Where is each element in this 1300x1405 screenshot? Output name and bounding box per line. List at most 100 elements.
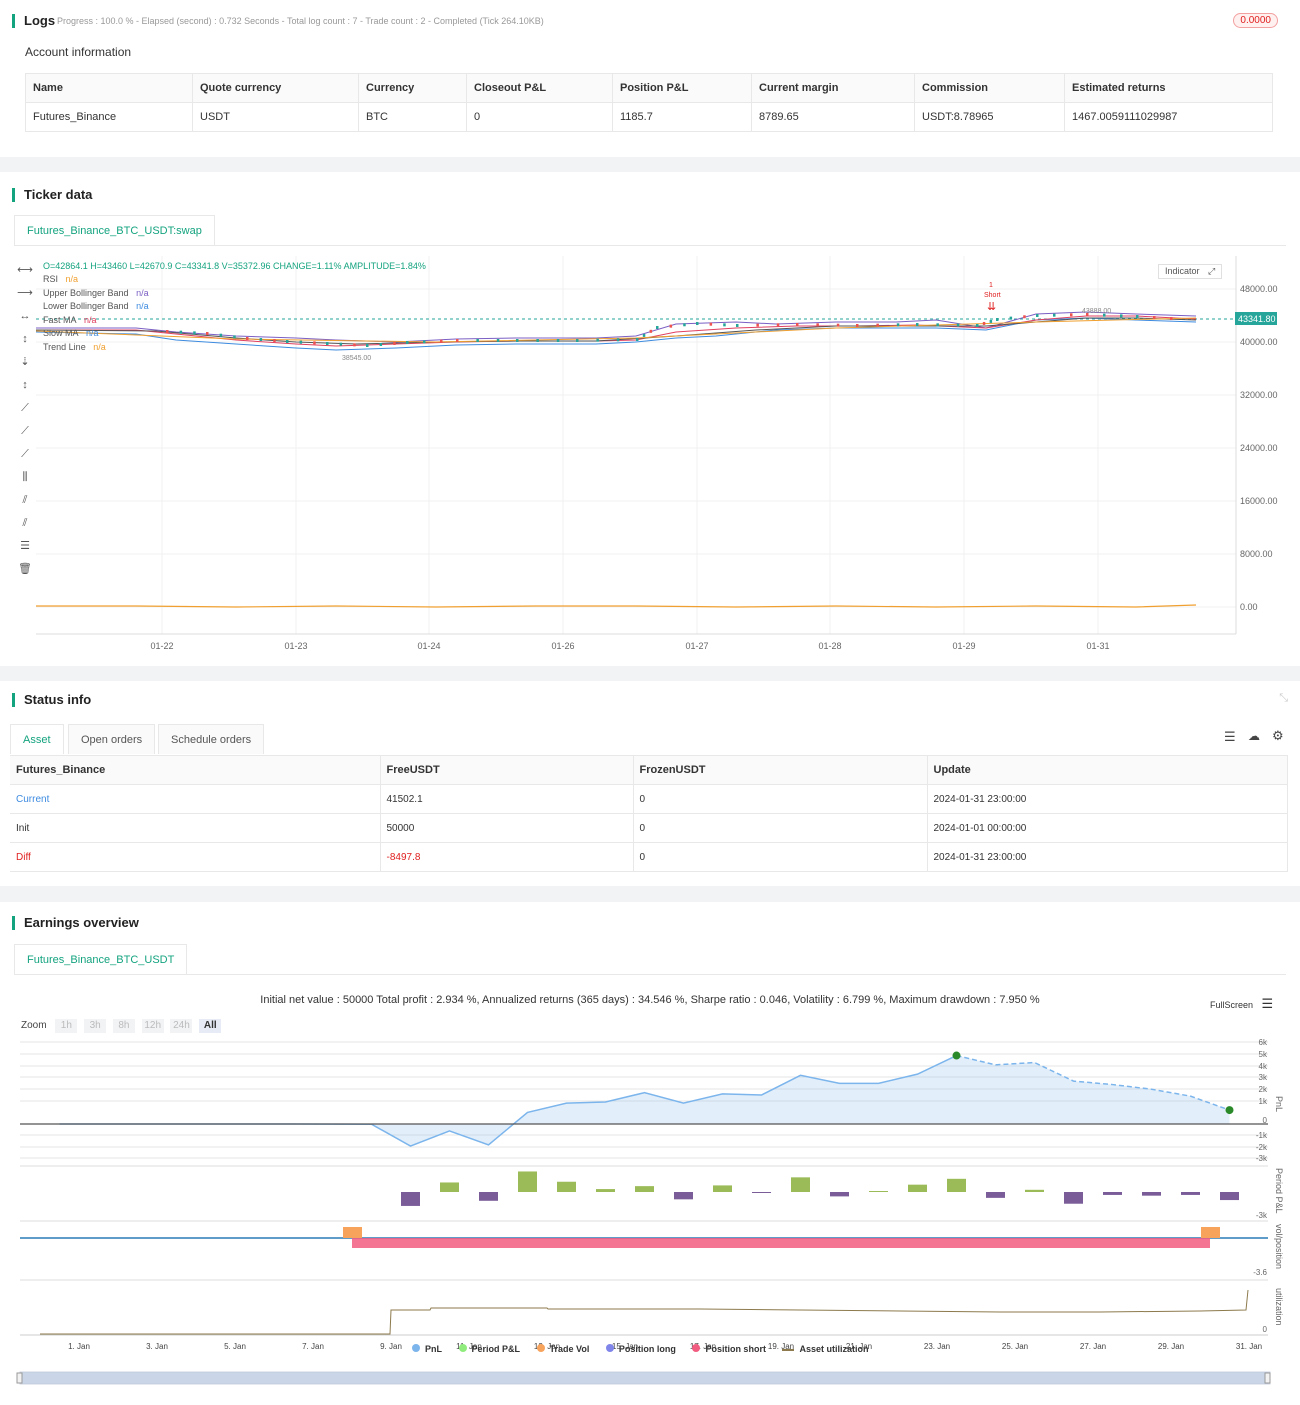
price-candle	[193, 331, 196, 335]
legend-dot-pnl	[412, 1344, 420, 1352]
cell-update: 2024-01-31 23:00:00	[927, 842, 1288, 872]
status-panel: Status info ⤡ Asset Open orders Schedule…	[0, 681, 1300, 886]
horizontal-line-icon[interactable]: ⟷	[17, 264, 33, 276]
legend-label: Period P&L	[471, 1344, 521, 1354]
upper-bollinger-band	[36, 311, 1197, 343]
period-bars	[401, 1171, 1239, 1206]
period-pnl-bar	[635, 1186, 654, 1192]
earnings-x-axis: 1. Jan 3. Jan 5. Jan 7. Jan 9. Jan 11. J…	[68, 1342, 1262, 1351]
asset-table: Futures_Binance FreeUSDT FrozenUSDT Upda…	[10, 755, 1288, 872]
account-table: Name Quote currency Currency Closeout P&…	[25, 73, 1273, 132]
pnl-tick: 3k	[1259, 1073, 1268, 1082]
price-candle	[259, 338, 263, 342]
vertical-line-icon[interactable]: ↕	[22, 333, 28, 345]
col-exchange: Futures_Binance	[10, 755, 381, 785]
candles-group	[166, 313, 1173, 347]
price-candle	[856, 324, 859, 327]
pnl-tick: -2k	[1256, 1143, 1268, 1152]
fib-retracement-icon[interactable]: ☰	[20, 540, 30, 552]
indicator-button[interactable]: Indicator ⤢	[1158, 264, 1223, 279]
lower-bollinger-band	[36, 317, 1197, 351]
legend-value: n/a	[65, 274, 79, 284]
account-header-row: Name Quote currency Currency Closeout P&…	[25, 73, 1273, 103]
col-estimated-returns: Estimated returns	[1064, 73, 1273, 103]
legend-label: Position short	[705, 1344, 766, 1354]
tab-ticker-symbol[interactable]: Futures_Binance_BTC_USDT:swap	[14, 215, 215, 245]
period-pnl-bar	[596, 1189, 615, 1192]
trend-line-icon[interactable]: ⟋	[21, 402, 29, 414]
settings-gear-icon[interactable]: ⚙	[1272, 728, 1284, 743]
col-closeout-pnl: Closeout P&L	[466, 73, 613, 103]
ticker-title: Ticker data	[12, 188, 92, 202]
list-view-icon[interactable]: ☰	[1224, 729, 1236, 744]
legend-upper-band: Upper Bollinger Band n/a	[43, 287, 149, 301]
pnl-tick: 1k	[1259, 1097, 1268, 1106]
legend-value: n/a	[93, 341, 106, 352]
x-tick: 01-26	[551, 641, 574, 651]
period-pnl-bar	[986, 1192, 1005, 1198]
horizontal-segment-icon[interactable]: ↔	[19, 310, 31, 322]
status-title: Status info	[12, 693, 91, 707]
legend-pnl[interactable]: PnL	[412, 1344, 442, 1354]
fib-fan-icon[interactable]: ⫽	[22, 517, 28, 529]
axis-title-period: Period P&L	[1274, 1168, 1284, 1214]
horizontal-ray-icon[interactable]: ⟶	[17, 287, 33, 299]
extended-line-icon[interactable]: ⟋	[21, 448, 29, 460]
legend-trade-vol[interactable]: Trade Vol	[536, 1344, 589, 1354]
price-candle	[989, 319, 993, 323]
logs-badge[interactable]: 0.0000	[1233, 13, 1278, 28]
fullscreen-button[interactable]: FullScreen ☰	[1210, 996, 1273, 1012]
price-candle	[596, 338, 599, 342]
legend-label: Fast MA	[43, 314, 77, 325]
tab-asset[interactable]: Asset	[10, 724, 64, 754]
parallel-channel-icon[interactable]: ⫽	[22, 494, 28, 506]
price-candle	[656, 326, 659, 329]
legend-label: Upper Bollinger Band	[43, 287, 129, 298]
legend-position-short[interactable]: Position short	[692, 1344, 766, 1354]
low-price-label: 38545.00	[342, 355, 371, 362]
signal-arrow-icon: ⇊	[987, 301, 996, 313]
trade-vol-bar-open	[343, 1227, 362, 1238]
cell-frozen: 0	[633, 784, 928, 814]
zoom-8h[interactable]: 8h	[112, 1019, 135, 1033]
ticker-x-axis: 01-22 01-23 01-24 01-26 01-27 01-28 01-2…	[150, 641, 1109, 651]
collapse-icon[interactable]: ⤡	[1279, 692, 1288, 704]
y-tick: 8000.00	[1240, 549, 1273, 559]
cell-frozen: 0	[633, 813, 928, 843]
tab-earnings-symbol[interactable]: Futures_Binance_BTC_USDT	[14, 944, 188, 974]
legend-position-long[interactable]: Position long	[605, 1344, 676, 1354]
vertical-ray-icon[interactable]: ⇣	[20, 356, 30, 368]
price-candle	[246, 337, 249, 340]
legend-period-pnl[interactable]: Period P&L	[458, 1344, 521, 1354]
cell-update: 2024-01-01 00:00:00	[927, 813, 1288, 843]
pnl-tick: 6k	[1259, 1038, 1268, 1047]
price-candle	[326, 342, 329, 345]
legend-label: Lower Bollinger Band	[43, 301, 129, 311]
pnl-tick: 0	[1263, 1116, 1268, 1125]
col-commission: Commission	[914, 73, 1065, 103]
legend-dot-vol	[536, 1344, 545, 1352]
tab-schedule-orders[interactable]: Schedule orders	[158, 724, 265, 754]
pnl-line-dashed	[956, 1054, 1230, 1111]
price-candle	[456, 339, 459, 342]
zoom-12h[interactable]: 12h	[141, 1019, 164, 1033]
price-channel-icon[interactable]: ⫼	[22, 471, 28, 483]
cell-currency: BTC	[358, 102, 467, 132]
download-icon[interactable]: ☁	[1248, 729, 1260, 743]
price-candle	[406, 341, 409, 344]
trash-icon[interactable]: 🗑	[18, 563, 32, 575]
ray-line-icon[interactable]: ⟋	[21, 425, 29, 437]
col-current-margin: Current margin	[751, 73, 915, 103]
asset-row-diff: Diff -8497.8 0 2024-01-31 23:00:00	[10, 842, 1288, 872]
price-candle	[233, 335, 236, 339]
tab-open-orders[interactable]: Open orders	[68, 724, 156, 754]
zoom-all[interactable]: All	[199, 1019, 222, 1033]
zoom-3h[interactable]: 3h	[84, 1019, 107, 1033]
axis-title-pnl: PnL	[1274, 1096, 1284, 1112]
zoom-24h[interactable]: 24h	[170, 1019, 193, 1033]
vertical-segment-icon[interactable]: ↕	[22, 379, 28, 391]
legend-asset-utilization[interactable]: Asset utilization	[782, 1344, 868, 1354]
zoom-1h[interactable]: 1h	[55, 1019, 78, 1033]
col-frozen-usdt: FrozenUSDT	[633, 755, 928, 785]
row-label-current: Current	[10, 784, 381, 814]
